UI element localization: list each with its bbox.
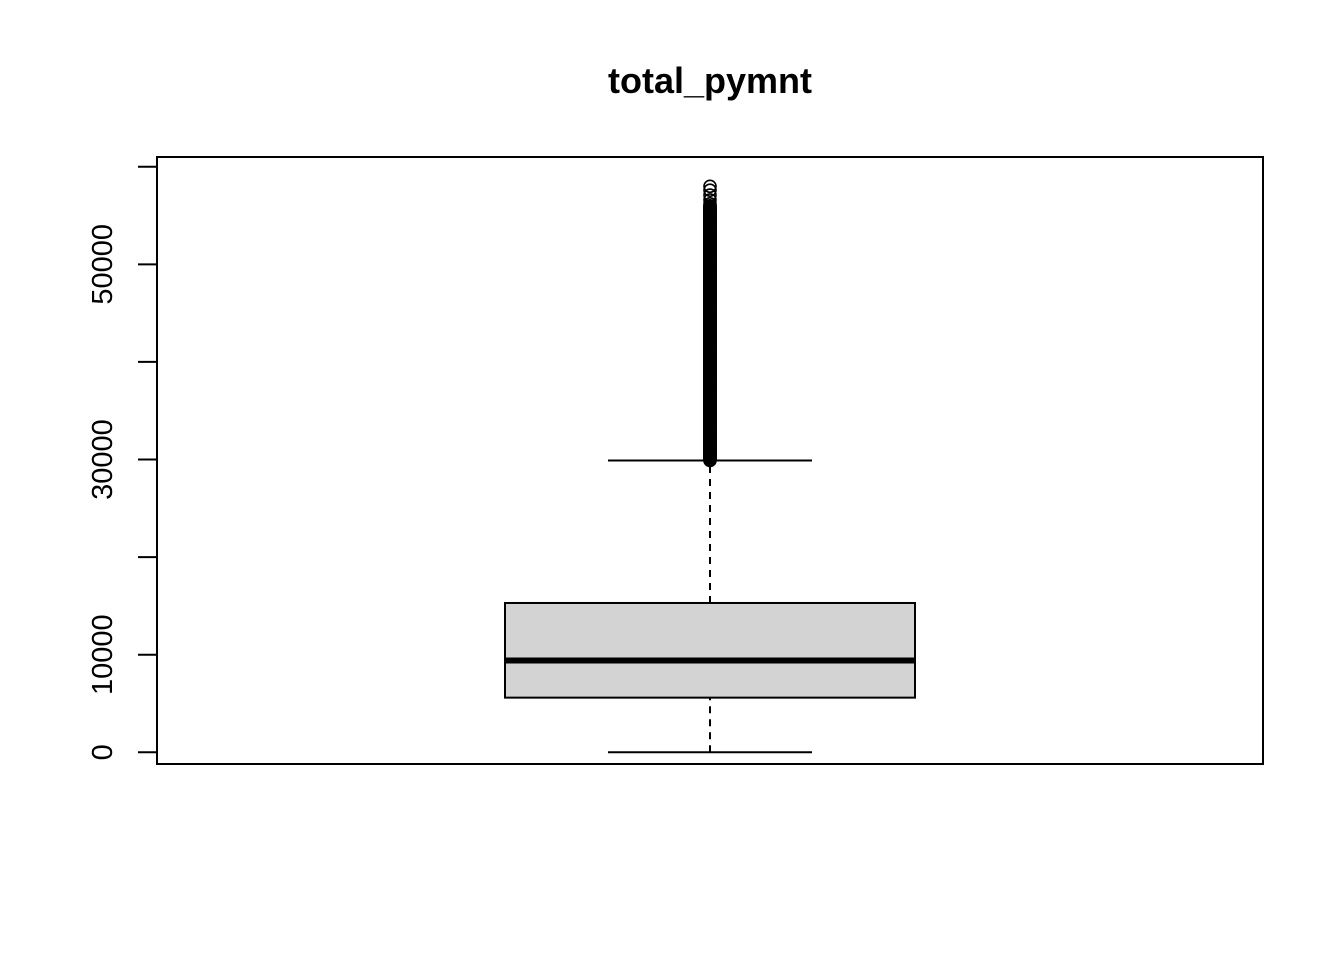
y-tick-label: 0 xyxy=(87,744,119,760)
y-tick-label: 30000 xyxy=(87,419,119,500)
outlier-point xyxy=(703,197,717,211)
outlier-points xyxy=(703,179,717,468)
outlier-point xyxy=(703,179,717,194)
y-axis: 0 10000 30000 50000 xyxy=(87,165,157,760)
chart-title: total_pymnt xyxy=(608,60,812,101)
iqr-box xyxy=(504,601,916,699)
outlier-point xyxy=(703,183,717,197)
outlier-point xyxy=(703,188,717,202)
outlier-point xyxy=(703,193,717,207)
y-tick-label: 50000 xyxy=(87,224,119,305)
y-tick-label: 10000 xyxy=(87,614,119,695)
box-plot xyxy=(504,459,916,754)
